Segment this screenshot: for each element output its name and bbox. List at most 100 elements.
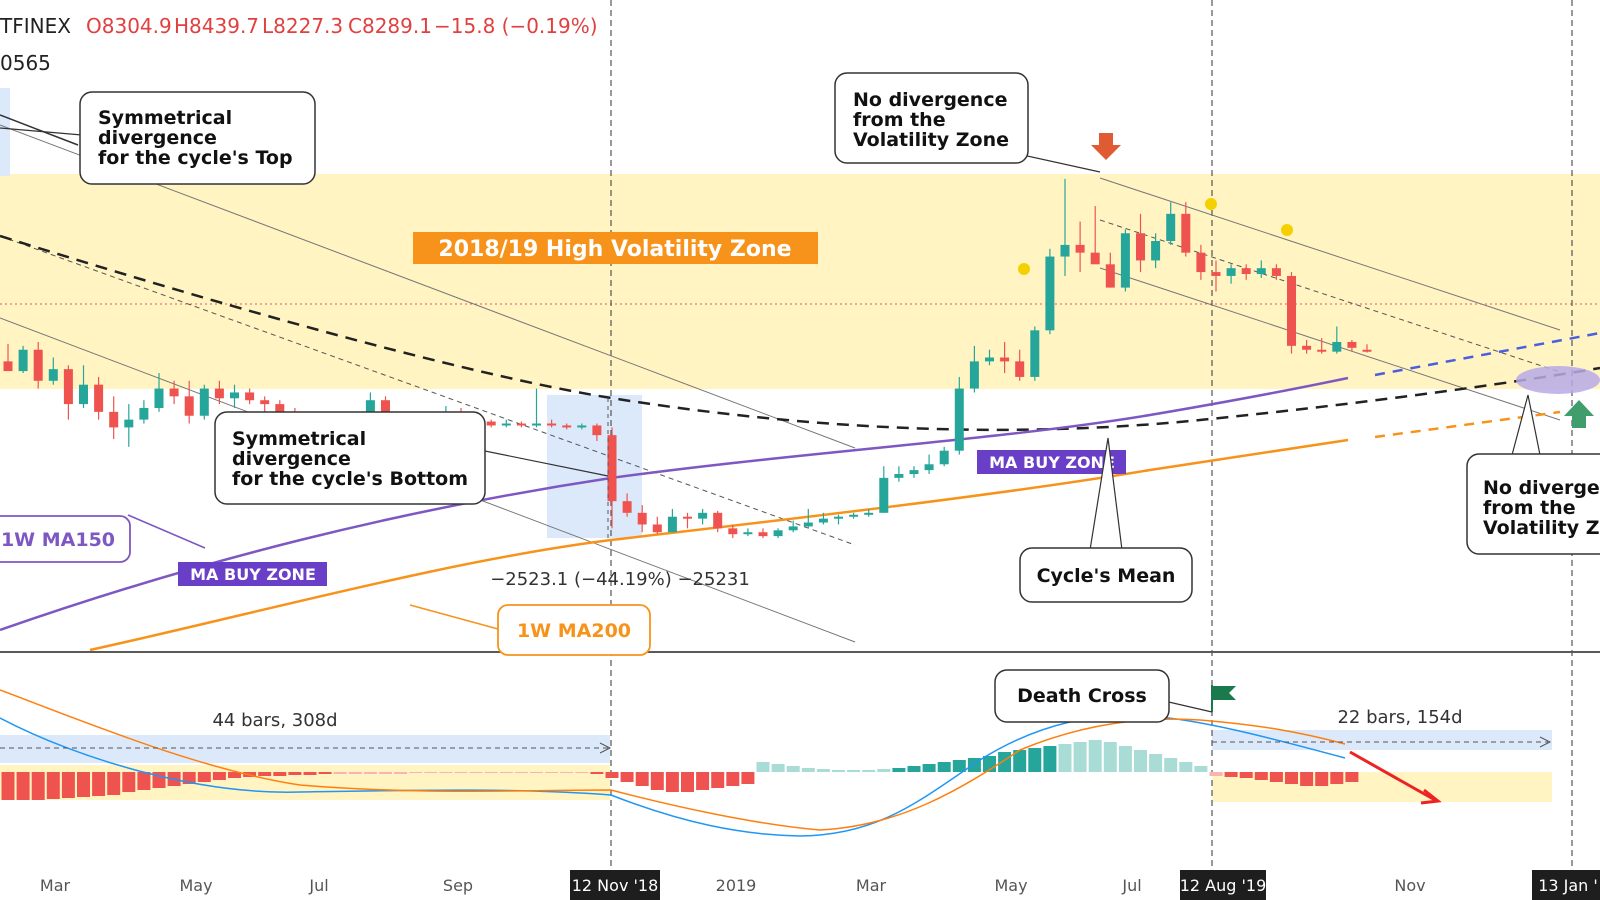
candle-body[interactable] bbox=[1302, 345, 1312, 350]
candle-body[interactable] bbox=[1241, 268, 1251, 275]
candle-body[interactable] bbox=[562, 425, 572, 428]
no-div-right-pointer bbox=[1511, 394, 1541, 456]
candle-body[interactable] bbox=[230, 392, 239, 399]
candle-body[interactable] bbox=[577, 425, 587, 428]
candle-body[interactable] bbox=[3, 361, 13, 372]
macd-histogram-bar bbox=[681, 772, 694, 792]
price-candles[interactable] bbox=[3, 178, 1372, 539]
candle-body[interactable] bbox=[954, 388, 964, 451]
candle-body[interactable] bbox=[1105, 264, 1115, 288]
candle-body[interactable] bbox=[245, 392, 255, 401]
candle-body[interactable] bbox=[849, 514, 859, 517]
candle-body[interactable] bbox=[48, 369, 58, 381]
candle-body[interactable] bbox=[516, 423, 526, 426]
candle-body[interactable] bbox=[894, 473, 904, 478]
candle-body[interactable] bbox=[969, 361, 979, 389]
candle-body[interactable] bbox=[1256, 268, 1266, 275]
candle-body[interactable] bbox=[1332, 341, 1342, 352]
candle-body[interactable] bbox=[592, 425, 602, 436]
ma200-line[interactable] bbox=[89, 438, 1349, 652]
candle-body[interactable] bbox=[547, 423, 557, 426]
candle-body[interactable] bbox=[124, 419, 134, 428]
candle-body[interactable] bbox=[788, 526, 798, 531]
candle-body[interactable] bbox=[667, 516, 677, 533]
candle-body[interactable] bbox=[1166, 213, 1176, 242]
candle-body[interactable] bbox=[199, 388, 209, 416]
candle-body[interactable] bbox=[1151, 241, 1161, 261]
candle-body[interactable] bbox=[1090, 252, 1100, 265]
macd-histogram-bar bbox=[892, 768, 906, 772]
macd-histogram-bar bbox=[877, 769, 891, 772]
ma150-line[interactable] bbox=[0, 376, 1349, 632]
candle-body[interactable] bbox=[381, 400, 390, 420]
candle-body[interactable] bbox=[758, 532, 768, 537]
candle-body[interactable] bbox=[1060, 244, 1070, 257]
candle-body[interactable] bbox=[637, 512, 647, 525]
signal-line[interactable] bbox=[0, 689, 1346, 831]
candle-body[interactable] bbox=[214, 388, 224, 399]
candle-body[interactable] bbox=[909, 470, 919, 474]
exchange-label: TFINEX bbox=[0, 14, 71, 38]
candle-body[interactable] bbox=[652, 524, 662, 533]
x-axis[interactable]: MarMayJulSep2019MarMayJulpNov12 Nov '181… bbox=[40, 870, 1600, 900]
candle-body[interactable] bbox=[365, 400, 375, 416]
candle-body[interactable] bbox=[985, 357, 994, 362]
candle-body[interactable] bbox=[1271, 268, 1281, 276]
candle-body[interactable] bbox=[169, 388, 179, 397]
x-axis-label: May bbox=[179, 876, 212, 895]
candle-body[interactable] bbox=[879, 477, 889, 513]
candle-body[interactable] bbox=[924, 464, 934, 471]
candle-body[interactable] bbox=[834, 516, 843, 519]
candle-body[interactable] bbox=[728, 528, 738, 535]
candle-body[interactable] bbox=[1000, 357, 1010, 362]
candle-body[interactable] bbox=[864, 512, 874, 515]
candle-body[interactable] bbox=[713, 512, 723, 529]
candle-body[interactable] bbox=[683, 516, 692, 519]
macd-histogram-bar bbox=[530, 772, 543, 773]
candle-body[interactable] bbox=[803, 522, 813, 527]
candle-body[interactable] bbox=[18, 349, 28, 372]
candle-body[interactable] bbox=[1120, 233, 1130, 288]
candle-body[interactable] bbox=[818, 518, 828, 523]
candle-body[interactable] bbox=[1045, 256, 1055, 331]
candle-body[interactable] bbox=[939, 450, 949, 465]
candle-body[interactable] bbox=[1015, 361, 1025, 377]
candle-body[interactable] bbox=[1211, 272, 1221, 276]
candle-body[interactable] bbox=[622, 501, 632, 513]
candle-body[interactable] bbox=[109, 411, 119, 428]
candle-body[interactable] bbox=[1347, 341, 1357, 348]
candle-body[interactable] bbox=[63, 369, 73, 405]
candle-body[interactable] bbox=[1075, 244, 1085, 253]
candle-body[interactable] bbox=[260, 400, 270, 405]
death-cross-text: Death Cross bbox=[1017, 685, 1147, 707]
macd-panel[interactable] bbox=[0, 689, 1359, 837]
candle-body[interactable] bbox=[1362, 349, 1372, 352]
macd-histogram-bar bbox=[998, 752, 1012, 772]
sym-top-line-2: divergence bbox=[98, 127, 217, 149]
macd-histogram-bar bbox=[61, 772, 75, 798]
candle-body[interactable] bbox=[698, 512, 708, 519]
candle-body[interactable] bbox=[1226, 268, 1236, 276]
candle-body[interactable] bbox=[773, 530, 783, 537]
candle-body[interactable] bbox=[1196, 252, 1206, 273]
candle-body[interactable] bbox=[1136, 233, 1145, 261]
candle-body[interactable] bbox=[1317, 349, 1327, 352]
candle-body[interactable] bbox=[79, 384, 88, 405]
candle-body[interactable] bbox=[94, 384, 104, 412]
candle-body[interactable] bbox=[607, 435, 617, 502]
top-marker-dot-2 bbox=[1205, 198, 1217, 210]
candle-body[interactable] bbox=[1287, 275, 1296, 346]
candle-body[interactable] bbox=[184, 396, 194, 416]
candle-body[interactable] bbox=[501, 423, 511, 426]
sym-bottom-line-1: Symmetrical bbox=[232, 428, 366, 450]
candle-body[interactable] bbox=[33, 349, 43, 381]
candle-body[interactable] bbox=[486, 421, 496, 426]
candle-body[interactable] bbox=[1030, 330, 1040, 377]
candle-body[interactable] bbox=[139, 407, 149, 420]
candle-body[interactable] bbox=[1181, 213, 1191, 253]
candle-body[interactable] bbox=[532, 423, 541, 426]
candle-body[interactable] bbox=[743, 532, 753, 535]
candle-body[interactable] bbox=[154, 388, 164, 408]
